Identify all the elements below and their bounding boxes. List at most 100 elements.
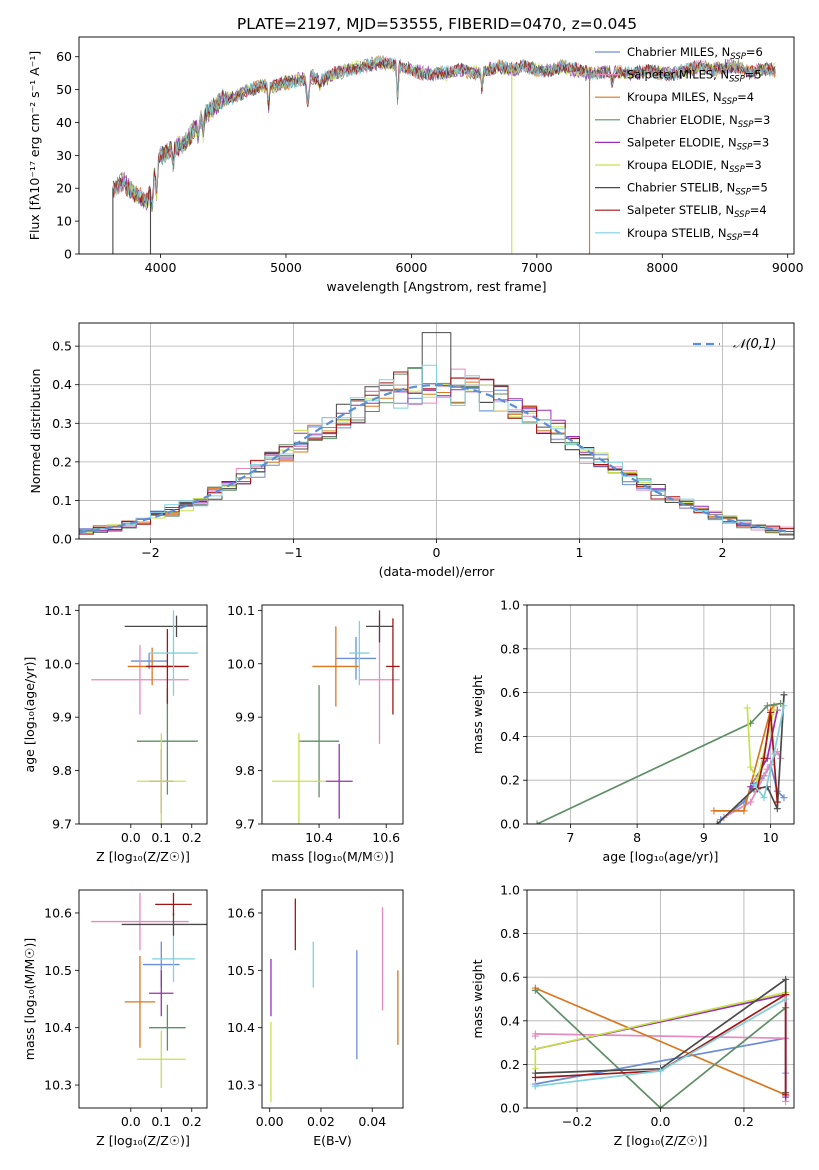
- weight-marker: [710, 807, 718, 815]
- y-tick-label: 9.9: [235, 710, 255, 725]
- y-tick-label: 10.4: [44, 1020, 72, 1035]
- errorbar-point: [91, 645, 189, 715]
- spectrum-series-line: [112, 54, 776, 209]
- x-tick-label: 7000: [521, 260, 553, 275]
- weight-marker: [780, 691, 788, 699]
- axes-frame: [78, 889, 208, 1109]
- axes-residuals: −2 −1 0 1 2 0.0 0.1 0.2 0.3 0.4 0.5 (data-model)/er…: [28, 322, 795, 579]
- axes-frame: [78, 36, 795, 255]
- axes-mass_weight_vs_Z: −0.2 0.0 0.2 0.0 0.2 0.4 0.6 0.8 1.0 Z [log₁₀(Z/Z…: [470, 883, 795, 1148]
- y-tick-label: 0.3: [52, 416, 72, 431]
- plot-area-mass_vs_Z: [91, 892, 207, 1088]
- histogram-step: [79, 364, 794, 534]
- x-axis-label: (data-model)/error: [379, 564, 496, 579]
- y-tick-label: 0.0: [52, 532, 72, 547]
- y-tick-label: 0.4: [500, 1013, 520, 1028]
- errorbar-point: [136, 1030, 186, 1088]
- axes-mass_weight_vs_age: 7 8 9 10 0.0 0.2 0.4 0.6 0.8 1.0 age [log₁₀(age/yr…: [470, 598, 795, 864]
- x-tick-label: −2: [141, 545, 159, 560]
- x-axis-label: Z [log₁₀(Z/Z☉)]: [96, 849, 190, 864]
- y-tick-label: 10.3: [44, 1078, 72, 1093]
- axes-mass_vs_Z: 0.0 0.1 0.2 10.3 10.4 10.5 10.6 Z [log₁₀(Z/Z☉)]…: [22, 889, 208, 1148]
- legend-label: Chabrier ELODIE, NSSP=3: [627, 113, 770, 130]
- y-tick-label: 40: [56, 115, 72, 130]
- errorbar-point: [386, 618, 400, 715]
- y-tick-label: 0.4: [52, 377, 72, 392]
- weight-marker: [531, 1073, 539, 1081]
- x-tick-label: 0.1: [151, 830, 171, 845]
- errorbar-point: [155, 892, 192, 916]
- weight-marker: [760, 794, 768, 802]
- errorbar-point: [124, 955, 156, 1048]
- plot-area-age_vs_mass: [272, 610, 400, 824]
- y-tick-label: 0.0: [500, 817, 520, 832]
- errorbar-point: [335, 637, 377, 680]
- x-axis-label: mass [log₁₀(M/M☉)]: [271, 849, 393, 864]
- weight-marker: [770, 750, 778, 758]
- x-tick-label: 2: [719, 545, 727, 560]
- plot-area-mass_vs_EBV: [270, 898, 399, 1103]
- axes-age_vs_Z: 0.0 0.1 0.2 9.7 9.8 9.9 10.0 10.1 Z [log₁₀(Z/Z☉)…: [22, 603, 208, 864]
- x-tick-label: 10.6: [372, 830, 400, 845]
- legend-label: Kroupa STELIB, NSSP=4: [627, 226, 759, 243]
- spectrum-series-line: [112, 57, 776, 206]
- plot-area-residuals: [79, 323, 794, 539]
- weight-marker: [747, 763, 755, 771]
- weight-marker: [533, 820, 541, 824]
- x-tick-label: 10: [763, 830, 779, 845]
- weight-marker: [780, 702, 788, 710]
- legend-label: Salpeter STELIB, NSSP=4: [627, 203, 767, 220]
- y-axis-label: age [log₁₀(age/yr)]: [22, 657, 37, 773]
- weight-marker: [740, 807, 748, 815]
- errorbar-point: [298, 685, 340, 798]
- legend-label: Salpeter MILES, NSSP=5: [627, 68, 762, 85]
- y-tick-label: 0.8: [500, 641, 520, 656]
- legend-label: Salpeter ELODIE, NSSP=3: [627, 135, 769, 152]
- y-tick-label: 10.4: [227, 1020, 255, 1035]
- weight-marker: [763, 702, 771, 710]
- axes-frame: [526, 889, 795, 1109]
- y-tick-label: 10: [56, 214, 72, 229]
- y-tick-label: 0.6: [500, 685, 520, 700]
- weight-marker: [773, 805, 781, 813]
- errorbar-point: [149, 1004, 186, 1051]
- weight-marker: [760, 754, 768, 762]
- errorbar-point: [312, 626, 360, 707]
- weight-line: [534, 989, 787, 1108]
- axes-mass_vs_EBV: 0.00 0.02 0.04 10.3 10.4 10.5 10.6 E(B-V): [227, 889, 404, 1148]
- errorbar-point: [366, 610, 393, 643]
- errorbar-point: [349, 621, 370, 686]
- y-axis-label: mass weight: [470, 959, 485, 1038]
- x-tick-label: 0.0: [651, 1114, 671, 1129]
- x-tick-label: 9000: [772, 260, 804, 275]
- y-tick-label: 9.7: [52, 817, 72, 832]
- weight-line: [535, 993, 787, 1095]
- weight-marker: [713, 820, 721, 824]
- x-tick-label: −0.2: [562, 1114, 592, 1129]
- x-tick-label: 7: [566, 830, 574, 845]
- y-axis-label: mass [log₁₀(M/M☉)]: [22, 938, 37, 1060]
- y-tick-label: 1.0: [500, 883, 520, 898]
- legend-label: Chabrier MILES, NSSP=6: [627, 45, 763, 62]
- weight-marker: [750, 781, 758, 789]
- weight-line: [536, 702, 781, 824]
- weight-marker: [657, 1104, 664, 1108]
- x-tick-label: −1: [284, 545, 302, 560]
- errorbar-point: [325, 743, 353, 819]
- x-tick-label: 0.00: [256, 1114, 284, 1129]
- y-tick-label: 0: [64, 247, 72, 262]
- x-tick-label: 0.2: [182, 830, 202, 845]
- y-tick-label: 0.4: [500, 729, 520, 744]
- weight-marker: [780, 794, 788, 802]
- y-tick-label: 9.8: [235, 763, 255, 778]
- errorbar-point: [272, 733, 326, 824]
- y-tick-label: 0.5: [52, 339, 72, 354]
- x-axis-label: age [log₁₀(age/yr)]: [603, 849, 719, 864]
- errorbar-point: [152, 935, 195, 982]
- legend-label: Kroupa MILES, NSSP=4: [627, 90, 754, 107]
- y-tick-label: 1.0: [500, 598, 520, 613]
- x-tick-label: 4000: [145, 260, 177, 275]
- y-tick-label: 10.1: [227, 603, 255, 618]
- x-tick-label: 0.0: [121, 830, 141, 845]
